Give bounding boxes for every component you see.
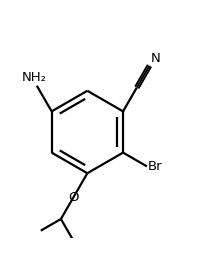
Text: O: O — [68, 191, 79, 204]
Text: N: N — [151, 51, 160, 64]
Text: Br: Br — [148, 160, 163, 173]
Text: NH₂: NH₂ — [22, 71, 47, 84]
